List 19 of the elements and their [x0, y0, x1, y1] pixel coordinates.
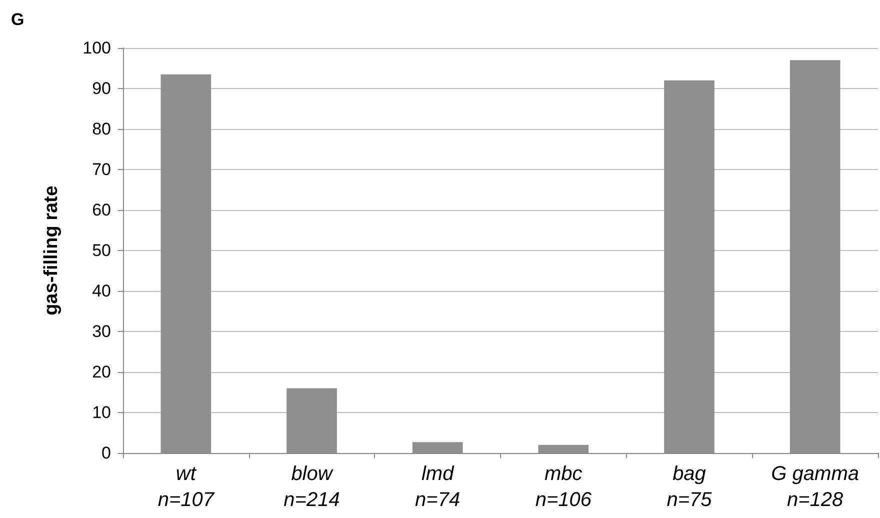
y-tick-label: 80 [92, 120, 111, 138]
y-tick-label: 90 [92, 79, 111, 98]
y-tick-label: 20 [92, 362, 111, 382]
x-tick-label: G gamma n=128 [771, 463, 859, 511]
x-tick-label: mbc n=106 [535, 463, 592, 511]
x-tick-label: lmd n=74 [415, 463, 460, 511]
y-tick-label: 30 [92, 322, 111, 341]
y-tick-label: 100 [82, 38, 111, 58]
y-tick-label: 0 [102, 444, 111, 462]
y-tick-label: 70 [92, 160, 111, 179]
y-axis-title: gas-filling rate [41, 186, 62, 316]
chart-title: G [11, 10, 24, 29]
y-tick-label: 50 [92, 241, 111, 260]
x-tick-label: wt n=107 [158, 463, 215, 511]
y-tick-label: 40 [92, 282, 111, 300]
x-tick-label: blow n=214 [284, 463, 340, 511]
y-tick-label: 60 [92, 200, 111, 220]
y-tick-label: 10 [92, 403, 111, 422]
x-tick-label: bag n=75 [666, 463, 713, 511]
